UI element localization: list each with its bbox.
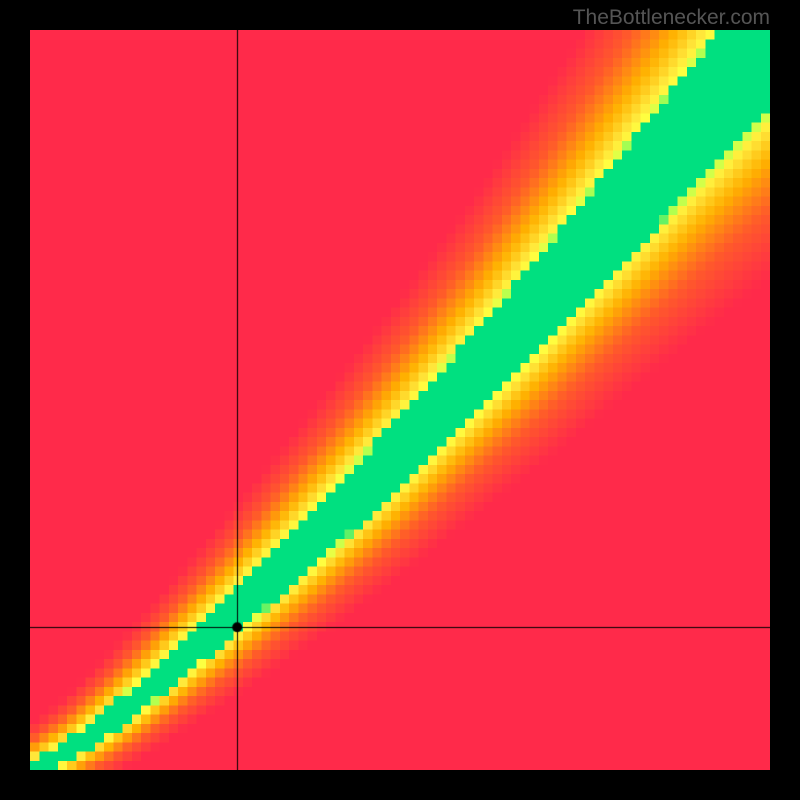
chart-container: TheBottlenecker.com bbox=[0, 0, 800, 800]
crosshair-overlay bbox=[30, 30, 770, 770]
watermark-text: TheBottlenecker.com bbox=[573, 6, 770, 30]
